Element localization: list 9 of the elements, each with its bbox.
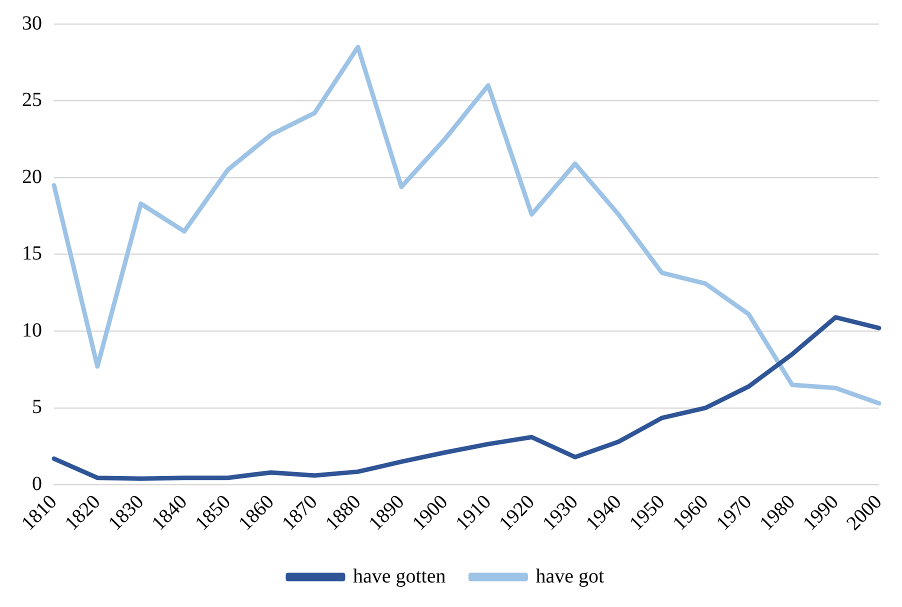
y-tick-label: 25 xyxy=(22,89,42,112)
y-tick-label: 0 xyxy=(32,472,42,495)
y-tick-label: 20 xyxy=(22,166,42,188)
legend-label: have got xyxy=(536,565,604,588)
y-tick-label: 10 xyxy=(22,319,42,342)
y-tick-label: 5 xyxy=(32,396,42,418)
y-tick-label: 15 xyxy=(22,242,42,265)
legend-label: have gotten xyxy=(352,565,446,588)
y-tick-label: 30 xyxy=(22,12,42,34)
